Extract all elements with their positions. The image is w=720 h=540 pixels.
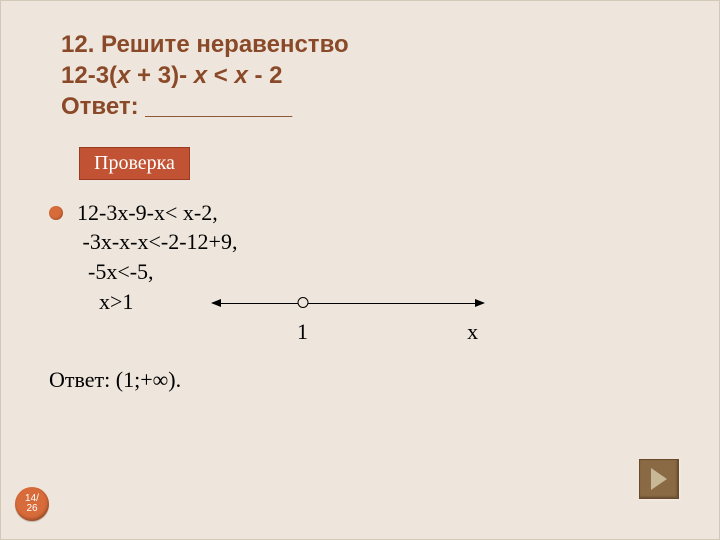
answer-blank: Ответ: ___________ [61, 91, 669, 122]
inequality-var: х [117, 62, 130, 89]
inequality-part: + 3)- [130, 62, 193, 89]
title-number: 12. [61, 31, 94, 58]
inequality-var: х [194, 62, 207, 89]
inequality-var: х [234, 62, 247, 89]
inequality-part: < [207, 62, 234, 89]
page-badge: 14/26 [15, 487, 49, 521]
solution-block: 12-3х-9-х< х-2, -3х-х-х<-2-12+9, -5х<-5,… [1, 180, 719, 353]
final-answer: Ответ: (1;+∞). [1, 353, 719, 393]
solution-step: -3х-х-х<-2-12+9, [49, 227, 669, 257]
solution-step: х>1 [77, 287, 133, 317]
number-line-diagram: 1 х [213, 293, 483, 353]
inequality-part: 12-3( [61, 62, 117, 89]
number-line [213, 303, 483, 304]
arrow-left-icon [211, 299, 221, 307]
open-point-icon [297, 297, 308, 308]
page-total: 26 [26, 503, 37, 514]
solution-step: -5х<-5, [49, 257, 669, 287]
bullet-icon [49, 206, 63, 220]
next-button[interactable] [639, 459, 679, 499]
solution-step: 12-3х-9-х< х-2, [77, 198, 218, 228]
play-icon [651, 468, 667, 490]
point-label: 1 [297, 317, 308, 347]
axis-label: х [467, 317, 478, 347]
title-text: Решите неравенство [94, 31, 348, 58]
check-button[interactable]: Проверка [79, 147, 190, 180]
inequality-part: - 2 [248, 62, 283, 89]
problem-title: 12. Решите неравенство 12-3(х + 3)- х < … [1, 1, 719, 133]
arrow-right-icon [475, 299, 485, 307]
